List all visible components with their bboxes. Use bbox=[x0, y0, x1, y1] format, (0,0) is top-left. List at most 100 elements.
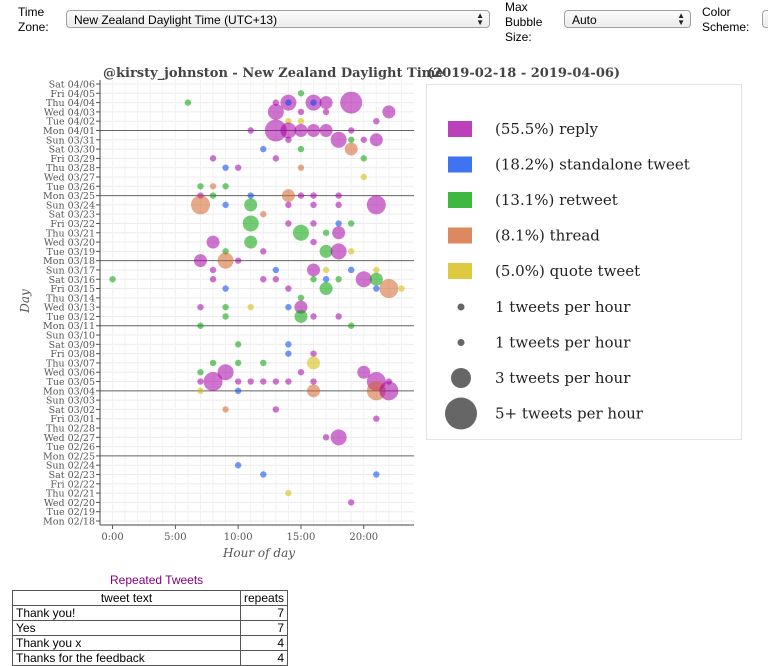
tweet-bubble bbox=[332, 226, 346, 240]
tweet-bubble bbox=[184, 99, 192, 106]
tweet-bubble bbox=[297, 294, 305, 302]
tweet-bubble bbox=[330, 429, 347, 446]
tweet-bubble bbox=[297, 164, 305, 171]
tweet-bubble bbox=[382, 105, 396, 119]
tweet-bubble bbox=[209, 276, 217, 283]
tweet-bubble bbox=[197, 183, 204, 190]
tweet-bubble bbox=[379, 279, 399, 299]
tweet-bubble bbox=[272, 378, 280, 385]
chart-legend: (55.5%) reply (18.2%) standalone tweet (13… bbox=[426, 84, 742, 440]
tweet-bubble bbox=[234, 378, 242, 385]
tweet-bubble bbox=[197, 303, 204, 311]
y-tick-label: Sat 02/23 bbox=[49, 470, 95, 481]
select-arrows-icon: ▲ ▼ bbox=[677, 11, 685, 27]
x-tick-label: 20:00 bbox=[349, 532, 378, 543]
tweet-bubble bbox=[335, 220, 342, 227]
tweet-bubble bbox=[330, 243, 347, 260]
y-tick-label: Fri 03/01 bbox=[50, 414, 95, 425]
tweet-bubble bbox=[244, 198, 258, 212]
legend-swatch bbox=[448, 156, 472, 173]
legend-swatch bbox=[448, 263, 472, 279]
tweet-bubble bbox=[209, 183, 217, 190]
tweet-bubble bbox=[322, 434, 330, 441]
tweet-bubble bbox=[234, 257, 242, 264]
color-scheme-select[interactable] bbox=[762, 10, 768, 28]
tweet-bubble bbox=[222, 285, 229, 292]
size-legend-label: 1 tweets per hour bbox=[495, 334, 631, 352]
tweet-bubble bbox=[285, 136, 292, 143]
tweet-bubble bbox=[335, 313, 342, 320]
tweet-bubble bbox=[297, 108, 305, 116]
tweet-bubble bbox=[373, 471, 380, 478]
tweet-bubble bbox=[234, 387, 242, 395]
tweet-bubble bbox=[247, 303, 254, 311]
legend-label: (5.0%) quote tweet bbox=[495, 262, 640, 280]
y-tick-label: Sun 03/03 bbox=[46, 396, 95, 407]
tweet-bubble bbox=[319, 282, 333, 296]
legend-swatch bbox=[448, 192, 472, 208]
y-tick-label: Fri 04/05 bbox=[50, 89, 95, 100]
tweet-bubble bbox=[260, 359, 267, 367]
timezone-select[interactable]: New Zealand Daylight Time (UTC+13) ▲ ▼ bbox=[66, 10, 490, 28]
tweet-bubble bbox=[281, 189, 295, 203]
timezone-select-value: New Zealand Daylight Time (UTC+13) bbox=[74, 13, 278, 27]
table-row: Thank you! 7 bbox=[12, 605, 289, 621]
y-tick-label: Sun 03/17 bbox=[46, 265, 95, 276]
legend-label: (8.1%) thread bbox=[495, 227, 600, 245]
tweet-bubble bbox=[234, 164, 242, 171]
tweet-bubble bbox=[335, 276, 342, 283]
bubble-size-select[interactable]: Auto ▲ ▼ bbox=[564, 10, 691, 28]
tweet-bubble bbox=[307, 384, 321, 398]
tweet-bubble bbox=[297, 117, 305, 125]
tweet-bubble bbox=[310, 220, 317, 227]
tweet-bubble bbox=[310, 192, 317, 199]
timezone-label: Time Zone: bbox=[18, 5, 49, 34]
tweet-bubble bbox=[222, 183, 229, 190]
y-tick-label: Sat 03/30 bbox=[49, 145, 95, 156]
size-legend-label: 1 tweets per hour bbox=[495, 298, 631, 316]
size-legend-bubble bbox=[451, 368, 471, 388]
tweet-bubble bbox=[285, 285, 292, 292]
y-tick-label: Sat 03/02 bbox=[49, 405, 95, 416]
tweet-bubble bbox=[272, 266, 280, 274]
tweet-bubble bbox=[272, 155, 280, 162]
x-tick-label: 0:00 bbox=[101, 532, 123, 543]
repeats-cell: 4 bbox=[239, 635, 289, 651]
tweet-bubble bbox=[197, 369, 204, 376]
tweet-bubble bbox=[285, 341, 292, 348]
tweet-bubble bbox=[373, 266, 380, 274]
column-header: repeats bbox=[239, 590, 289, 606]
legend-swatch bbox=[448, 121, 472, 137]
repeated-tweets-table: tweet text repeats Thank you! 7 Yes 7 Than… bbox=[12, 590, 289, 666]
y-tick-label: Sat 03/23 bbox=[49, 210, 95, 221]
y-tick-label: Tue 03/19 bbox=[47, 247, 95, 258]
tweet-bubble bbox=[330, 131, 347, 148]
tweet-bubble bbox=[297, 145, 305, 153]
tweet-text-cell: Thanks for the feedback bbox=[12, 650, 241, 666]
tweet-bubble bbox=[206, 235, 220, 249]
tweet-bubble bbox=[322, 229, 330, 236]
plot-area bbox=[100, 80, 414, 525]
y-tick-label: Mon 02/18 bbox=[43, 517, 95, 528]
y-tick-label: Tue 03/12 bbox=[47, 312, 95, 323]
y-tick-label: Wed 02/20 bbox=[44, 498, 95, 509]
y-tick-label: Mon 02/25 bbox=[43, 451, 95, 462]
y-tick-label: Thu 04/04 bbox=[46, 98, 95, 109]
y-tick-label: Thu 03/21 bbox=[46, 228, 95, 239]
tweet-bubble bbox=[285, 99, 292, 106]
tweet-bubble bbox=[322, 266, 330, 274]
y-tick-label: Mon 04/01 bbox=[43, 126, 95, 137]
y-tick-label: Wed 03/06 bbox=[44, 368, 95, 379]
tweet-bubble bbox=[344, 142, 358, 156]
tweet-bubble bbox=[234, 341, 242, 348]
bubble-size-select-value: Auto bbox=[572, 13, 597, 27]
tweet-bubble bbox=[357, 365, 371, 379]
tweet-bubble bbox=[294, 309, 308, 323]
y-tick-label: Thu 02/21 bbox=[46, 489, 95, 500]
tweet-bubble bbox=[260, 210, 267, 218]
y-tick-label: Sat 03/16 bbox=[49, 275, 95, 286]
legend-label: (13.1%) retweet bbox=[495, 191, 618, 209]
tweet-bubble bbox=[360, 136, 367, 143]
tweet-bubble bbox=[209, 359, 217, 367]
tweet-bubble bbox=[203, 372, 223, 392]
